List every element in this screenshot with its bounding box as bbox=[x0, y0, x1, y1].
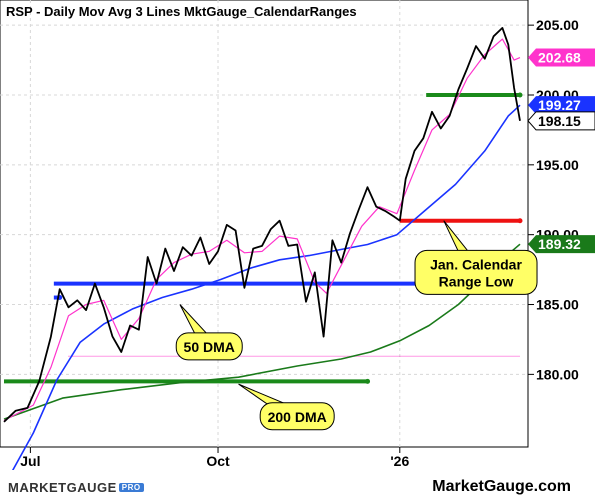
x-tick-label: Oct bbox=[206, 453, 230, 469]
y-tick-label: 180.00 bbox=[536, 366, 579, 382]
ma50-line bbox=[11, 104, 521, 470]
x-axis: Jul Oct '26 bbox=[20, 447, 409, 469]
footer: MARKETGAUGE PRO MarketGauge.com bbox=[0, 470, 595, 504]
price-chart: Jan. CalendarRange Low 50 DMA 200 DMA 205.… bbox=[0, 0, 595, 470]
brand-logo: MARKETGAUGE PRO bbox=[8, 480, 144, 495]
callout-label: Jan. Calendar bbox=[430, 256, 522, 272]
price-line bbox=[3, 27, 521, 423]
calendar-range-end-dot bbox=[517, 218, 523, 224]
callout-box bbox=[175, 332, 243, 361]
value-badge-label: 189.32 bbox=[538, 236, 581, 252]
series-layer bbox=[3, 27, 521, 470]
value-badge bbox=[527, 111, 595, 131]
calendar-range-end-dot bbox=[365, 378, 371, 384]
y-tick-label: 185.00 bbox=[536, 297, 579, 313]
x-tick-label: Jul bbox=[20, 453, 40, 469]
brand-pro-badge: PRO bbox=[118, 483, 144, 492]
brand-name: MARKETGAUGE bbox=[8, 480, 117, 495]
callout-box bbox=[414, 249, 538, 295]
calendar-range-end-dot bbox=[517, 92, 523, 98]
chart-title: RSP - Daily Mov Avg 3 Lines MktGauge_Cal… bbox=[6, 4, 357, 19]
site-link[interactable]: MarketGauge.com bbox=[432, 478, 571, 495]
callout-label: 50 DMA bbox=[184, 339, 235, 355]
y-tick-label: 205.00 bbox=[536, 17, 579, 33]
callout-label: 200 DMA bbox=[268, 409, 327, 425]
y-tick-label: 195.00 bbox=[536, 157, 579, 173]
value-badge bbox=[528, 96, 595, 115]
value-badge bbox=[528, 235, 595, 254]
grid bbox=[0, 0, 528, 447]
value-badge-label: 202.68 bbox=[538, 50, 581, 66]
x-tick-label: '26 bbox=[390, 453, 409, 469]
callouts: Jan. CalendarRange Low 50 DMA 200 DMA bbox=[175, 220, 538, 431]
callout-box bbox=[259, 402, 335, 431]
value-badge bbox=[528, 48, 595, 67]
value-badge-label: 199.27 bbox=[538, 97, 581, 113]
value-badge-label: 198.15 bbox=[538, 113, 581, 129]
callout-label: Range Low bbox=[439, 273, 514, 289]
